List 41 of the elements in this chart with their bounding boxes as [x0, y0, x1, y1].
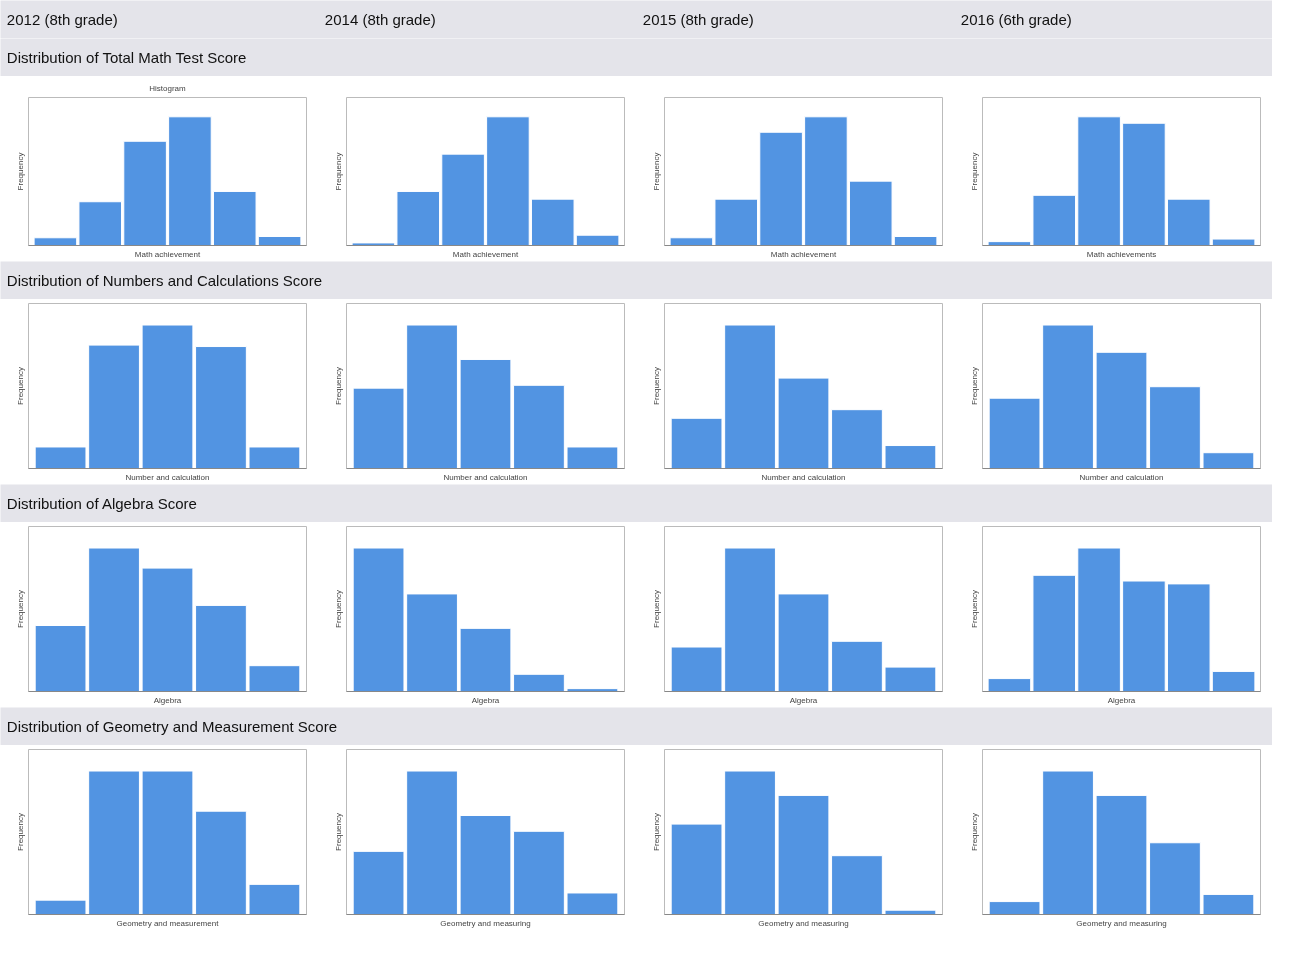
x-axis-title: Number and calculation	[443, 472, 528, 482]
x-axis-title: Number and calculation	[125, 472, 210, 482]
x-axis-title: Number and calculation	[761, 472, 846, 482]
chart-subtitle: Distribution of Geometry and Measurement Score	[6, 718, 338, 735]
chart-title: 2014 (8th grade)	[324, 11, 436, 28]
y-axis-title: Frequency	[651, 813, 661, 851]
y-axis-title: Frequency	[333, 813, 343, 851]
y-axis-title: Frequency	[15, 813, 25, 851]
chart-subtitle: Distribution of Total Math Test Score	[6, 49, 247, 66]
chart-title: 2012 (8th grade)	[6, 11, 118, 28]
y-axis-title: Frequency	[15, 590, 25, 628]
y-axis-title: Frequency	[333, 152, 343, 191]
x-axis-title: Geometry and measurement	[116, 918, 220, 928]
chart-title: 2016 (6th grade)	[960, 11, 1072, 28]
x-axis-title: Math achievement	[452, 249, 519, 259]
x-axis-title: Math achievements	[1086, 249, 1157, 259]
text: Histogram	[149, 83, 187, 93]
y-axis-title: Frequency	[333, 590, 343, 628]
x-axis-title: Algebra	[789, 695, 818, 705]
x-axis-title: Geometry and measuring	[440, 918, 531, 928]
y-axis-title: Frequency	[15, 152, 25, 191]
y-axis-title: Frequency	[15, 367, 25, 405]
y-axis-title: Frequency	[651, 590, 661, 628]
chart-title: 2015 (8th grade)	[642, 11, 754, 28]
x-axis-title: Number and calculation	[1079, 472, 1164, 482]
chart-subtitle: Distribution of Algebra Score	[6, 495, 197, 512]
x-axis-title: Math achievement	[134, 249, 201, 259]
x-axis-title: Algebra	[153, 695, 182, 705]
y-axis-title: Frequency	[651, 152, 661, 191]
y-axis-title: Frequency	[333, 367, 343, 405]
x-axis-title: Geometry and measuring	[758, 918, 849, 928]
x-axis-title: Algebra	[1107, 695, 1136, 705]
chart-subtitle: Distribution of Numbers and Calculations Score	[6, 272, 323, 289]
y-axis-title: Frequency	[969, 813, 979, 851]
y-axis-title: Frequency	[969, 590, 979, 628]
x-axis-title: Geometry and measuring	[1076, 918, 1167, 928]
y-axis-title: Frequency	[969, 152, 979, 191]
x-axis-title: Algebra	[471, 695, 500, 705]
x-axis-title: Math achievement	[770, 249, 837, 259]
y-axis-title: Frequency	[969, 367, 979, 405]
y-axis-title: Frequency	[651, 367, 661, 405]
